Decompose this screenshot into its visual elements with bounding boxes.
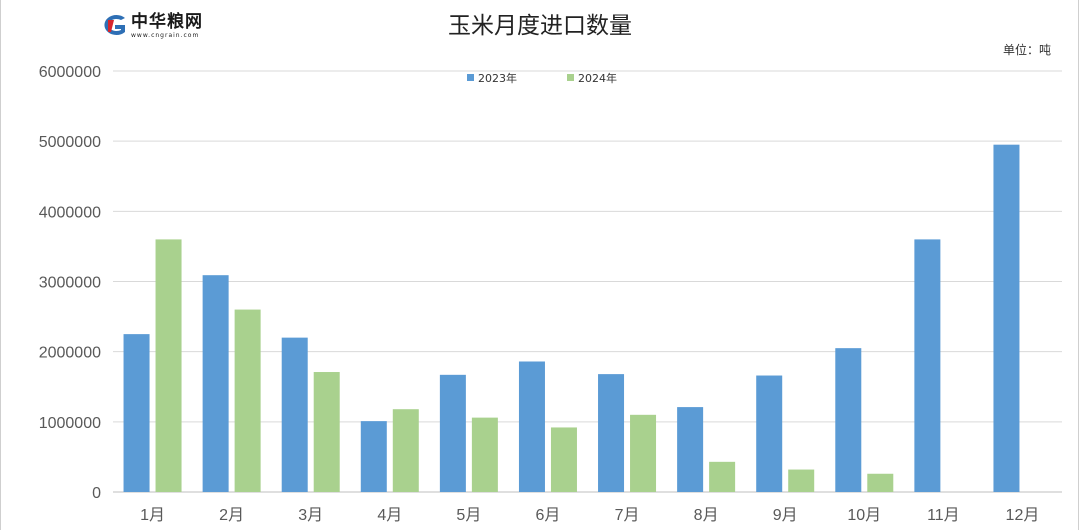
logo-name: 中华粮网 (131, 12, 203, 32)
bar-2024 (867, 473, 894, 492)
bar-2023 (439, 374, 466, 492)
y-tick-label: 4000000 (39, 204, 101, 221)
legend-label: 2024年 (578, 71, 617, 85)
bar-2023 (281, 337, 308, 492)
bar-2023 (914, 239, 941, 492)
bar-2023 (756, 375, 783, 492)
bar-2023 (677, 407, 704, 492)
x-tick-label: 2月 (219, 507, 244, 524)
y-tick-label: 2000000 (39, 345, 101, 362)
x-tick-label: 8月 (694, 507, 719, 524)
y-tick-label: 6000000 (39, 64, 101, 81)
legend-swatch (467, 74, 474, 81)
bar-2023 (360, 421, 387, 492)
legend: 2023年 2024年 (467, 71, 617, 85)
x-tick-label: 9月 (773, 507, 798, 524)
bar-2023 (202, 275, 229, 492)
bar-2023 (598, 374, 625, 492)
site-logo: 中华粮网 www.cngrain.com (98, 12, 228, 40)
gridlines (113, 70, 1062, 493)
x-tick-label: 1月 (140, 507, 165, 524)
unit-label: 单位：吨 (1002, 43, 1051, 57)
x-tick-label: 4月 (377, 507, 402, 524)
y-tick-label: 5000000 (39, 134, 101, 151)
cngrain-logo-icon (104, 15, 125, 35)
bar-2024 (234, 309, 261, 492)
logo-url: www.cngrain.com (131, 32, 200, 39)
x-tick-label: 12月 (1006, 507, 1040, 524)
x-tick-label: 6月 (536, 507, 561, 524)
bar-2024 (313, 372, 340, 492)
y-tick-label: 0 (92, 485, 101, 502)
x-tick-label: 3月 (298, 507, 323, 524)
bar-2023 (123, 334, 150, 492)
x-tick-label: 10月 (847, 507, 881, 524)
bar-2024 (392, 409, 419, 492)
bar-2024 (155, 239, 182, 492)
y-axis-ticks: 0 1000000 2000000 3000000 4000000 5000000 6000… (39, 64, 101, 502)
x-axis-ticks: 1月 2月 3月 4月 5月 6月 7月 8月 9月 10月 11月 12月 (140, 507, 1039, 524)
bars (123, 144, 1020, 493)
bar-2023 (518, 361, 545, 492)
legend-swatch (567, 74, 574, 81)
x-tick-label: 7月 (615, 507, 640, 524)
bar-2024 (630, 414, 657, 492)
chart-title: 玉米月度进口数量 (448, 13, 632, 39)
legend-label: 2023年 (478, 71, 517, 85)
y-tick-label: 3000000 (39, 275, 101, 292)
bar-2024 (788, 469, 815, 492)
x-tick-label: 5月 (456, 507, 481, 524)
y-tick-label: 1000000 (39, 415, 101, 432)
bar-2024 (709, 461, 736, 492)
bar-2024 (550, 427, 577, 492)
x-tick-label: 11月 (927, 507, 960, 524)
bar-2023 (993, 144, 1020, 493)
bar-2024 (471, 417, 498, 492)
bar-2023 (835, 348, 862, 492)
